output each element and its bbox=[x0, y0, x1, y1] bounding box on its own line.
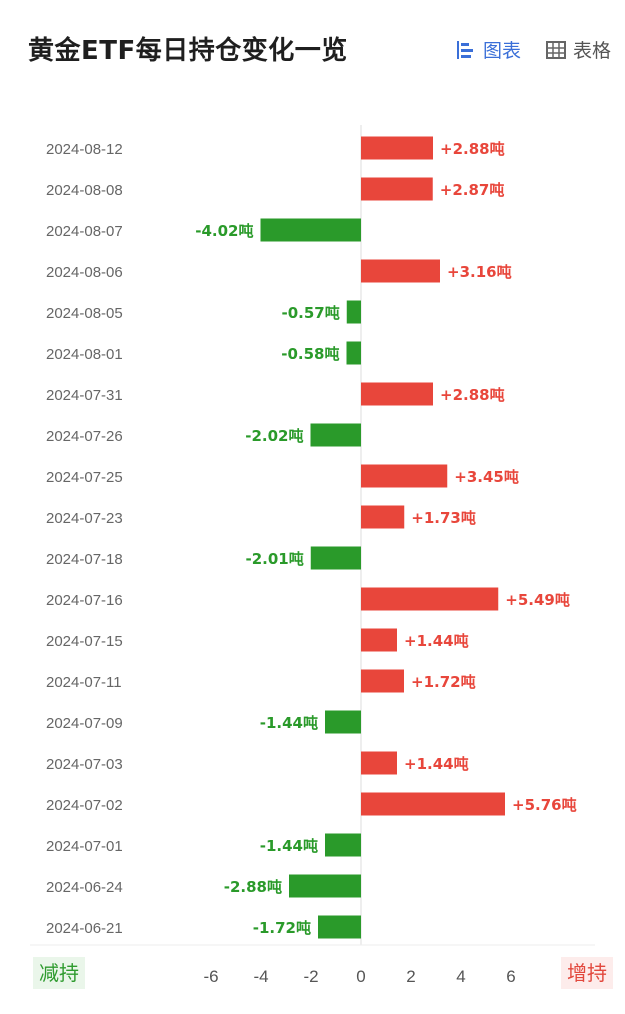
data-label: +3.45吨 bbox=[454, 468, 519, 486]
chart-header: 黄金ETF每日持仓变化一览 图表 表格 bbox=[0, 0, 625, 100]
x-tick-label: 4 bbox=[456, 967, 465, 986]
data-label: +5.76吨 bbox=[512, 796, 577, 814]
data-label: +2.88吨 bbox=[440, 140, 505, 158]
category-label: 2024-07-11 bbox=[46, 674, 122, 691]
page-title: 黄金ETF每日持仓变化一览 bbox=[28, 36, 348, 66]
data-bar bbox=[361, 792, 505, 816]
category-label: 2024-08-01 bbox=[46, 346, 123, 363]
chart-view-tab[interactable]: 图表 bbox=[455, 36, 521, 63]
data-bar bbox=[318, 915, 361, 939]
data-label: -2.01吨 bbox=[246, 550, 304, 568]
data-bar bbox=[260, 218, 361, 242]
x-tick-label: -2 bbox=[303, 967, 318, 986]
table-tab-label: 表格 bbox=[573, 41, 612, 62]
x-tick-label: 0 bbox=[356, 967, 365, 986]
data-bar bbox=[361, 505, 405, 529]
data-bar bbox=[346, 300, 361, 324]
category-label: 2024-07-18 bbox=[46, 551, 123, 568]
category-label: 2024-06-21 bbox=[46, 920, 123, 937]
data-label: -0.57吨 bbox=[282, 304, 340, 322]
data-bar bbox=[361, 669, 404, 693]
data-bar bbox=[361, 382, 433, 406]
data-bar bbox=[361, 464, 448, 488]
data-bar bbox=[289, 874, 361, 898]
data-label: -0.58吨 bbox=[281, 345, 339, 363]
category-label: 2024-07-15 bbox=[46, 633, 123, 650]
data-label: -1.44吨 bbox=[260, 714, 318, 732]
data-label: +5.49吨 bbox=[505, 591, 570, 609]
data-label: -2.02吨 bbox=[245, 427, 303, 445]
increase-legend-badge: 增持 bbox=[561, 957, 613, 989]
chart-tab-label: 图表 bbox=[483, 41, 522, 62]
category-label: 2024-07-16 bbox=[46, 592, 123, 609]
data-label: +1.44吨 bbox=[404, 632, 469, 650]
data-bar bbox=[346, 341, 361, 365]
category-label: 2024-07-03 bbox=[46, 756, 123, 773]
data-label: +2.87吨 bbox=[440, 181, 505, 199]
category-label: 2024-08-12 bbox=[46, 141, 123, 158]
category-label: 2024-08-07 bbox=[46, 223, 123, 240]
data-label: +1.73吨 bbox=[411, 509, 476, 527]
table-view-tab[interactable]: 表格 bbox=[545, 36, 611, 63]
data-bar bbox=[325, 833, 361, 857]
data-label: -1.72吨 bbox=[253, 919, 311, 937]
data-bar bbox=[325, 710, 361, 734]
category-label: 2024-07-09 bbox=[46, 715, 123, 732]
category-label: 2024-08-05 bbox=[46, 305, 123, 322]
x-tick-label: 2 bbox=[406, 967, 415, 986]
data-bar bbox=[361, 136, 433, 160]
data-bar bbox=[361, 628, 397, 652]
data-label: +3.16吨 bbox=[447, 263, 512, 281]
data-label: +2.88吨 bbox=[440, 386, 505, 404]
category-label: 2024-07-25 bbox=[46, 469, 123, 486]
bar-chart-icon bbox=[455, 39, 477, 61]
category-label: 2024-07-02 bbox=[46, 797, 123, 814]
decrease-legend-badge: 减持 bbox=[33, 957, 85, 989]
data-label: -1.44吨 bbox=[260, 837, 318, 855]
data-bar bbox=[361, 751, 397, 775]
data-label: +1.44吨 bbox=[404, 755, 469, 773]
category-label: 2024-07-31 bbox=[46, 387, 123, 404]
data-bar bbox=[361, 177, 433, 201]
data-bar bbox=[361, 587, 499, 611]
data-label: +1.72吨 bbox=[411, 673, 476, 691]
category-label: 2024-07-23 bbox=[46, 510, 123, 527]
data-label: -2.88吨 bbox=[224, 878, 282, 896]
data-label: -4.02吨 bbox=[195, 222, 253, 240]
data-bar bbox=[310, 546, 361, 570]
data-bar bbox=[361, 259, 440, 283]
category-label: 2024-07-01 bbox=[46, 838, 123, 855]
category-label: 2024-07-26 bbox=[46, 428, 123, 445]
x-tick-label: -4 bbox=[253, 967, 268, 986]
category-label: 2024-08-06 bbox=[46, 264, 123, 281]
x-tick-label: -6 bbox=[203, 967, 218, 986]
category-label: 2024-08-08 bbox=[46, 182, 123, 199]
x-tick-label: 6 bbox=[506, 967, 515, 986]
table-grid-icon bbox=[545, 39, 567, 61]
data-bar bbox=[310, 423, 361, 447]
category-label: 2024-06-24 bbox=[46, 879, 123, 896]
